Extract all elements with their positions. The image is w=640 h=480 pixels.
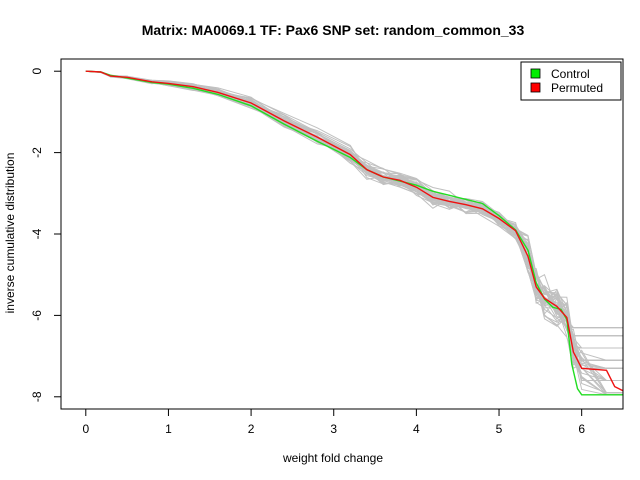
y-tick-label: -2 xyxy=(30,147,44,158)
permutation-line xyxy=(85,70,623,381)
permutation-line xyxy=(85,70,623,394)
y-axis-label: inverse cumulative distribution xyxy=(3,153,17,314)
legend-swatch-control xyxy=(530,68,541,79)
permutation-line xyxy=(85,70,623,369)
chart-title: Matrix: MA0069.1 TF: Pax6 SNP set: rando… xyxy=(142,22,525,38)
x-tick-label: 5 xyxy=(496,422,503,436)
permutation-line xyxy=(85,70,623,396)
permutation-line xyxy=(85,70,623,394)
permutation-line xyxy=(85,70,623,369)
permutation-line xyxy=(85,70,623,369)
x-tick-label: 3 xyxy=(330,422,337,436)
y-tick-label: 0 xyxy=(30,68,44,75)
permutation-line xyxy=(85,70,623,396)
permutation-line xyxy=(85,70,623,381)
permutation-line xyxy=(85,70,623,361)
permutation-line xyxy=(85,70,623,361)
permutation-line xyxy=(85,70,623,381)
permutation-line xyxy=(85,70,623,361)
permutation-line xyxy=(85,70,623,369)
x-tick-label: 2 xyxy=(248,422,255,436)
permutation-line xyxy=(85,70,623,361)
x-axis: 0 1 2 3 4 5 6 xyxy=(82,409,585,436)
y-axis: 0 -2 -4 -6 -8 xyxy=(30,68,61,402)
legend-box xyxy=(520,61,622,101)
legend: Control Permuted xyxy=(520,61,622,101)
series-lines xyxy=(85,70,624,396)
series-line-control xyxy=(85,70,623,396)
y-tick-label: -8 xyxy=(30,391,44,402)
legend-label-control: Control xyxy=(551,67,590,81)
y-tick-label: -4 xyxy=(30,228,44,239)
legend-label-permuted: Permuted xyxy=(551,81,603,95)
permutation-line xyxy=(85,70,623,361)
permutation-line xyxy=(85,70,623,396)
permutation-line xyxy=(85,70,623,381)
x-tick-label: 1 xyxy=(165,422,172,436)
permutation-line xyxy=(85,70,623,381)
permutation-lines xyxy=(85,70,623,396)
legend-swatch-permuted xyxy=(530,82,541,93)
permutation-line xyxy=(85,70,623,369)
permutation-line xyxy=(85,70,623,337)
permutation-line xyxy=(85,70,623,396)
permutation-line xyxy=(85,70,623,361)
x-tick-label: 6 xyxy=(578,422,585,436)
plot-frame xyxy=(60,58,624,410)
permutation-line xyxy=(85,70,623,394)
x-axis-label: weight fold change xyxy=(282,451,383,465)
permutation-line xyxy=(85,70,623,394)
permutation-line xyxy=(85,70,623,396)
x-tick-label: 4 xyxy=(413,422,420,436)
series-line-permuted xyxy=(85,70,624,392)
y-tick-label: -6 xyxy=(30,310,44,321)
x-tick-label: 0 xyxy=(82,422,89,436)
permutation-line xyxy=(85,70,623,396)
